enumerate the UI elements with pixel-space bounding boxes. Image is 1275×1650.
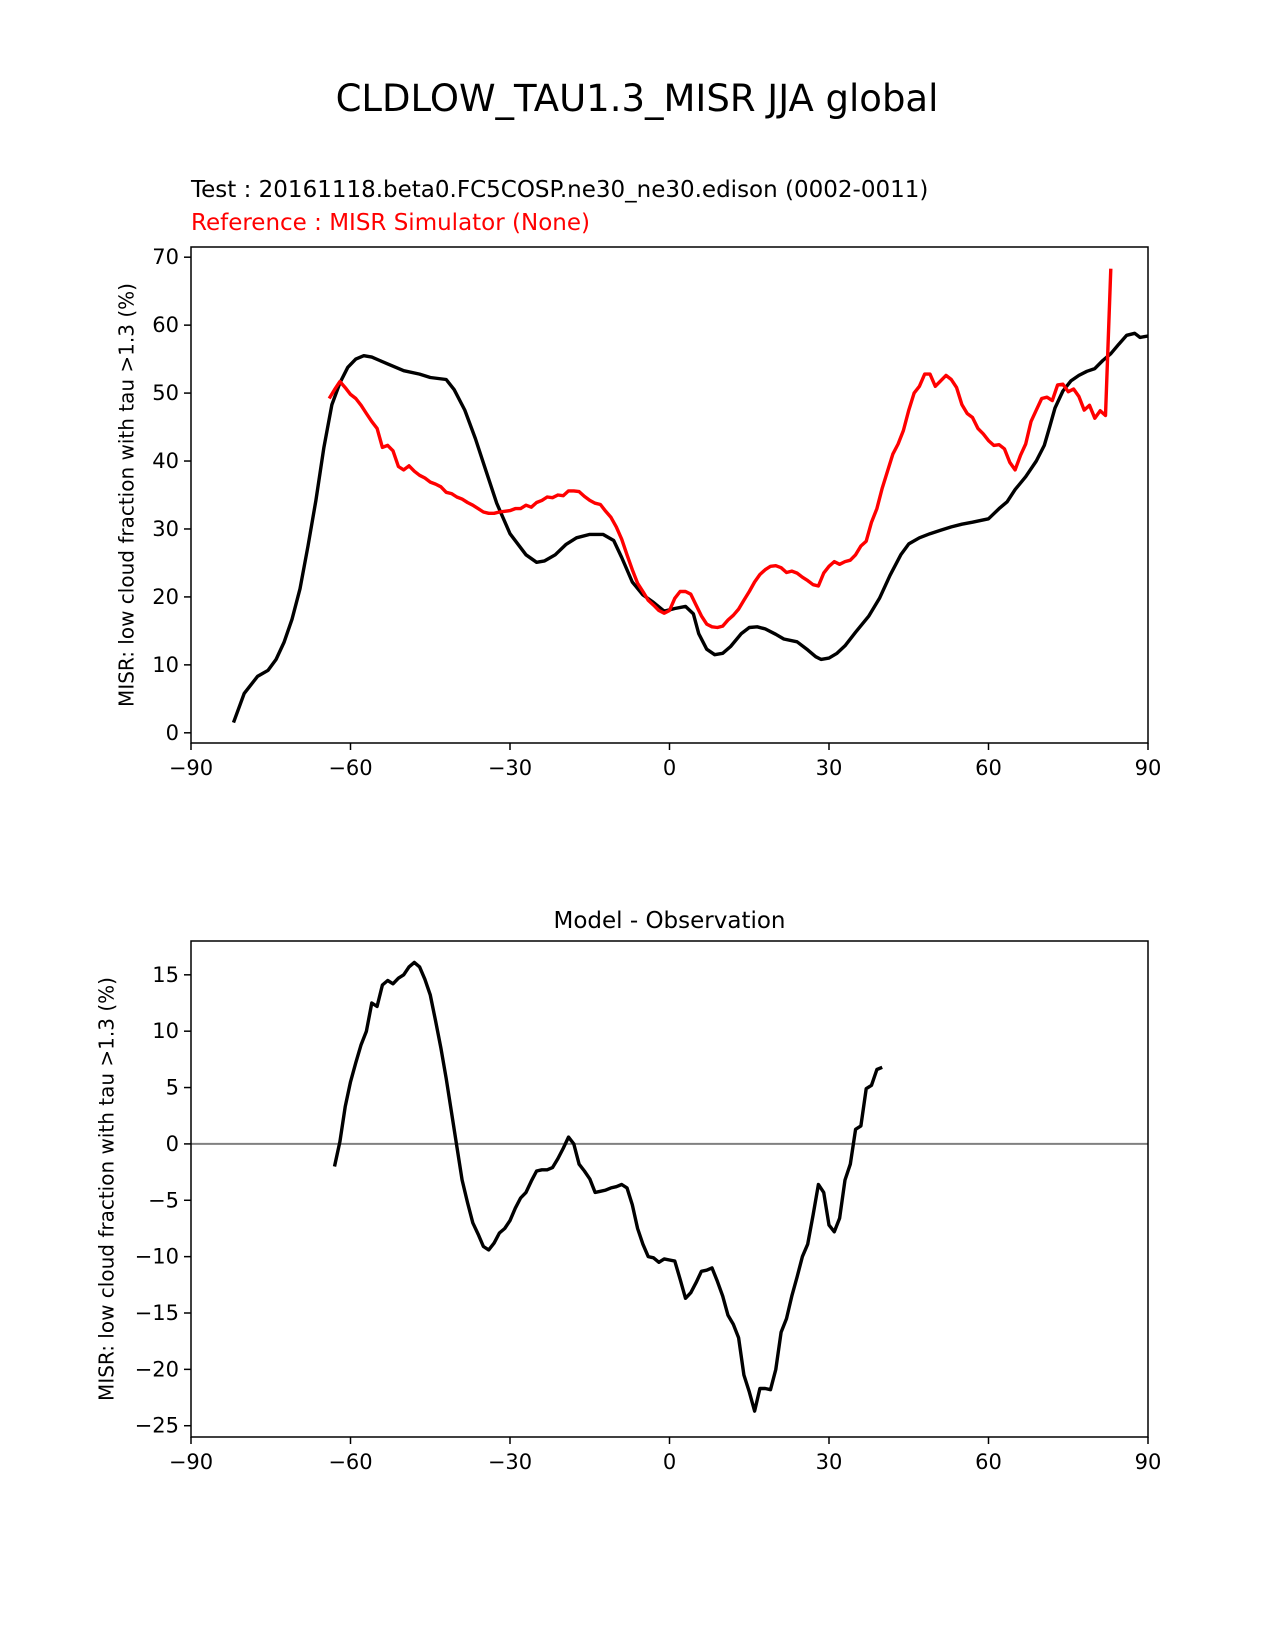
figure-title: CLDLOW_TAU1.3_MISR JJA global	[336, 77, 939, 120]
y-tick-label: 70	[152, 245, 179, 269]
series-line-reference	[327, 268, 1113, 630]
y-tick-label: 15	[152, 963, 179, 987]
x-tick-label: −60	[328, 1450, 372, 1474]
y-tick-label: 5	[166, 1076, 179, 1100]
series-line-model-observation	[332, 960, 883, 1413]
y-tick-label: −25	[135, 1414, 179, 1438]
x-tick-label: 0	[663, 1450, 676, 1474]
y-tick-label: 40	[152, 449, 179, 473]
x-tick-label: 90	[1135, 1450, 1162, 1474]
y-tick-label: 10	[152, 653, 179, 677]
bottom-panel: Model - Observation MISR: low cloud frac…	[95, 908, 1162, 1474]
y-tick-label: 60	[152, 313, 179, 337]
x-tick-label: 60	[975, 1450, 1002, 1474]
y-tick-label: 0	[166, 721, 179, 745]
y-tick-label: 50	[152, 381, 179, 405]
x-tick-label: 0	[663, 756, 676, 780]
y-tick-label: 20	[152, 585, 179, 609]
x-tick-label: 60	[975, 756, 1002, 780]
test-label: Test : 20161118.beta0.FC5COSP.ne30_ne30.…	[190, 177, 928, 203]
x-tick-label: 30	[816, 756, 843, 780]
y-tick-label: −5	[148, 1188, 179, 1212]
x-tick-label: −60	[328, 756, 372, 780]
bottom-panel-title: Model - Observation	[553, 908, 785, 934]
bottom-panel-y-axis-label: MISR: low cloud fraction with tau >1.3 (…	[95, 977, 119, 1401]
y-tick-label: −15	[135, 1301, 179, 1325]
top-panel: MISR: low cloud fraction with tau >1.3 (…	[115, 245, 1162, 780]
x-tick-label: −30	[488, 1450, 532, 1474]
x-tick-label: −90	[169, 756, 213, 780]
x-tick-label: 30	[816, 1450, 843, 1474]
y-tick-label: 0	[166, 1132, 179, 1156]
y-tick-label: 10	[152, 1019, 179, 1043]
x-tick-label: −30	[488, 756, 532, 780]
series-line-test	[231, 331, 1149, 724]
reference-label: Reference : MISR Simulator (None)	[191, 210, 590, 236]
x-tick-label: −90	[169, 1450, 213, 1474]
y-tick-label: 30	[152, 517, 179, 541]
x-tick-label: 90	[1135, 756, 1162, 780]
top-panel-y-axis-label: MISR: low cloud fraction with tau >1.3 (…	[115, 283, 139, 707]
y-tick-label: −10	[135, 1245, 179, 1269]
y-tick-label: −20	[135, 1357, 179, 1381]
